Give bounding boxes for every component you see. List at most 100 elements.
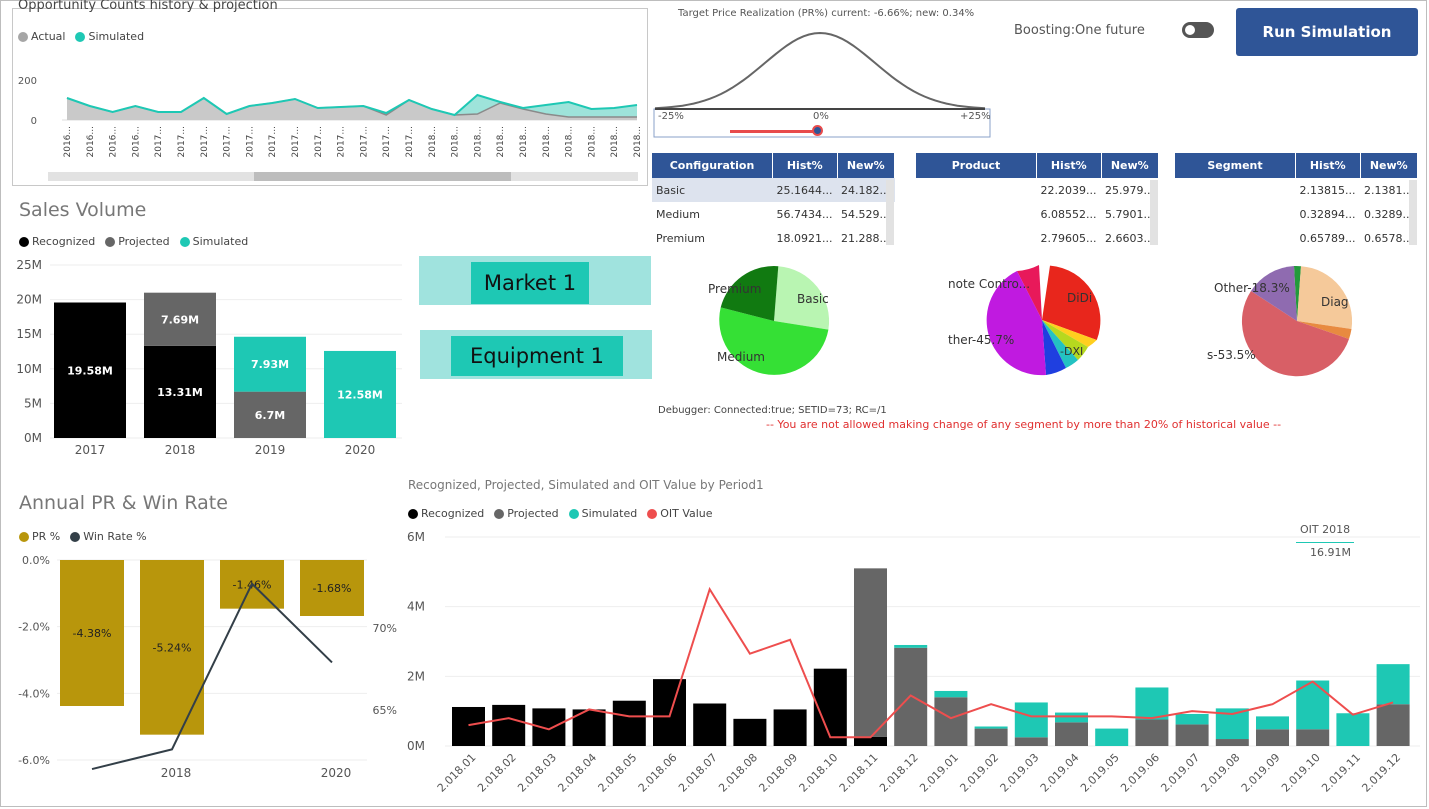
pie-slice[interactable]	[1251, 266, 1297, 321]
bar-recognized[interactable]	[532, 708, 566, 746]
legend-recognized[interactable]: Recognized	[19, 235, 95, 248]
pr-slider-track[interactable]	[730, 130, 820, 133]
pie-slice-medium[interactable]	[719, 307, 829, 375]
bar-simulated[interactable]	[1014, 702, 1048, 738]
product-pie[interactable]: note Contro... DiDi -DXI ther-45.7%	[945, 262, 1110, 387]
opportunity-scroll-thumb[interactable]	[254, 172, 511, 181]
legend-simulated[interactable]: Simulated	[179, 235, 248, 248]
equipment-slicer[interactable]: Equipment 1	[451, 336, 623, 376]
bar-recognized[interactable]	[854, 736, 887, 746]
legend-recognized[interactable]: Recognized	[408, 507, 484, 520]
bar-projected[interactable]	[144, 292, 216, 346]
bar-projected[interactable]	[854, 568, 887, 737]
table-header[interactable]: Segment	[1175, 153, 1296, 178]
legend-projected[interactable]: Projected	[494, 507, 559, 520]
legend-simulated[interactable]: Simulated	[75, 30, 144, 43]
configuration-table: Configuration Hist% New% Basic 25.1644...…	[652, 153, 896, 250]
bar-recognized[interactable]	[452, 706, 485, 746]
annual-pr-chart: 0.0% -2.0% -4.0% -6.0% 70% 65% -4.38% -5.24% 201…	[18, 554, 397, 780]
bar-recognized[interactable]	[612, 700, 646, 746]
pie-slice[interactable]	[1042, 265, 1101, 340]
bar-simulated[interactable]	[1256, 716, 1289, 730]
bar-simulated[interactable]	[974, 726, 1008, 729]
table-header[interactable]: New%	[837, 153, 896, 178]
bar-simulated[interactable]	[1175, 713, 1209, 725]
bar-recognized[interactable]	[773, 709, 807, 746]
table-row[interactable]: 22.2039... 25.979...	[1040, 183, 1155, 197]
bar-recognized[interactable]	[54, 302, 126, 438]
bar-simulated[interactable]	[1135, 687, 1169, 720]
table-row[interactable]: Basic 25.1644... 24.182...	[652, 178, 895, 202]
pie-slice[interactable]	[1042, 320, 1066, 375]
bar-simulated[interactable]	[1095, 728, 1129, 746]
table-header[interactable]: New%	[1360, 153, 1419, 178]
table-header[interactable]: Hist%	[1295, 153, 1361, 178]
table-row[interactable]: 6.08552... 5.7901...	[1040, 207, 1155, 221]
table-row[interactable]: 0.65789... 0.6578...	[1299, 231, 1414, 245]
segment-pie[interactable]: Other-18.3% Diag s-53.5%	[1205, 262, 1380, 387]
table-header[interactable]: Hist%	[772, 153, 838, 178]
bar-recognized[interactable]	[653, 679, 686, 746]
bar-projected[interactable]	[934, 697, 968, 746]
bar-projected[interactable]	[1175, 724, 1209, 746]
configuration-table-scrollbar[interactable]	[886, 180, 894, 245]
bar-projected[interactable]	[1135, 719, 1169, 746]
segment-table-scrollbar[interactable]	[1409, 180, 1417, 245]
bar-projected[interactable]	[1256, 729, 1289, 746]
pr-slider-thumb[interactable]	[812, 125, 823, 136]
table-row[interactable]: 2.13815... 2.1381...	[1299, 183, 1414, 197]
pie-slice[interactable]	[986, 271, 1046, 376]
bar-simulated[interactable]	[894, 644, 928, 648]
legend-pr[interactable]: PR %	[19, 530, 60, 543]
legend-win-rate[interactable]: Win Rate %	[70, 530, 147, 543]
data-label: -1.68%	[313, 582, 352, 595]
pie-slice[interactable]	[1241, 291, 1349, 377]
pie-slice-premium[interactable]	[720, 266, 779, 321]
table-row[interactable]: 0.32894... 0.3289...	[1299, 207, 1414, 221]
boosting-toggle[interactable]	[1182, 22, 1214, 38]
legend-actual[interactable]: Actual	[18, 30, 65, 43]
bar-recognized[interactable]	[492, 704, 526, 746]
bar-projected[interactable]	[234, 391, 306, 438]
bar-recognized[interactable]	[813, 668, 847, 746]
legend-oit[interactable]: OIT Value	[647, 507, 713, 520]
bar-simulated[interactable]	[1376, 664, 1410, 705]
market-slicer[interactable]: Market 1	[471, 262, 589, 304]
bar-simulated[interactable]	[234, 336, 306, 392]
bar-recognized[interactable]	[733, 718, 767, 746]
bar-projected[interactable]	[1376, 704, 1410, 746]
pie-slice-basic[interactable]	[774, 266, 830, 330]
pie-slice[interactable]	[1297, 321, 1352, 339]
bar-projected[interactable]	[974, 728, 1008, 746]
run-simulation-button[interactable]: Run Simulation	[1236, 8, 1418, 56]
pie-slice[interactable]	[1297, 266, 1353, 329]
bar-projected[interactable]	[1296, 729, 1330, 746]
pie-slice[interactable]	[1042, 320, 1078, 368]
pie-slice[interactable]	[1042, 320, 1088, 360]
legend-simulated[interactable]: Simulated	[568, 507, 637, 520]
bar-simulated[interactable]	[934, 690, 968, 698]
bar-pr[interactable]	[60, 560, 124, 706]
bar-projected[interactable]	[1014, 737, 1048, 746]
pie-slice[interactable]	[1294, 265, 1301, 321]
table-row[interactable]: Medium 56.7434... 54.529...	[656, 207, 890, 221]
table-header[interactable]: Hist%	[1036, 153, 1102, 178]
configuration-pie[interactable]: Premium Basic Medium	[700, 262, 850, 387]
bar-recognized[interactable]	[693, 703, 727, 746]
bar-pr[interactable]	[300, 560, 364, 616]
table-header[interactable]: Configuration	[652, 153, 773, 178]
product-table-scrollbar[interactable]	[1150, 180, 1158, 245]
bar-projected[interactable]	[1055, 722, 1088, 746]
bar-projected[interactable]	[1215, 739, 1249, 746]
pie-slice[interactable]	[1042, 320, 1097, 347]
table-row[interactable]: 2.79605... 2.6603...	[1040, 231, 1155, 245]
bar-recognized[interactable]	[144, 345, 216, 438]
table-row[interactable]: Premium 18.0921... 21.288...	[656, 231, 890, 245]
bar-simulated[interactable]	[1055, 712, 1088, 723]
bar-simulated[interactable]	[1336, 713, 1370, 746]
bar-simulated[interactable]	[324, 350, 396, 438]
legend-projected[interactable]: Projected	[105, 235, 170, 248]
pie-slice[interactable]	[1017, 265, 1042, 320]
table-header[interactable]: Product	[916, 153, 1037, 178]
table-header[interactable]: New%	[1101, 153, 1160, 178]
